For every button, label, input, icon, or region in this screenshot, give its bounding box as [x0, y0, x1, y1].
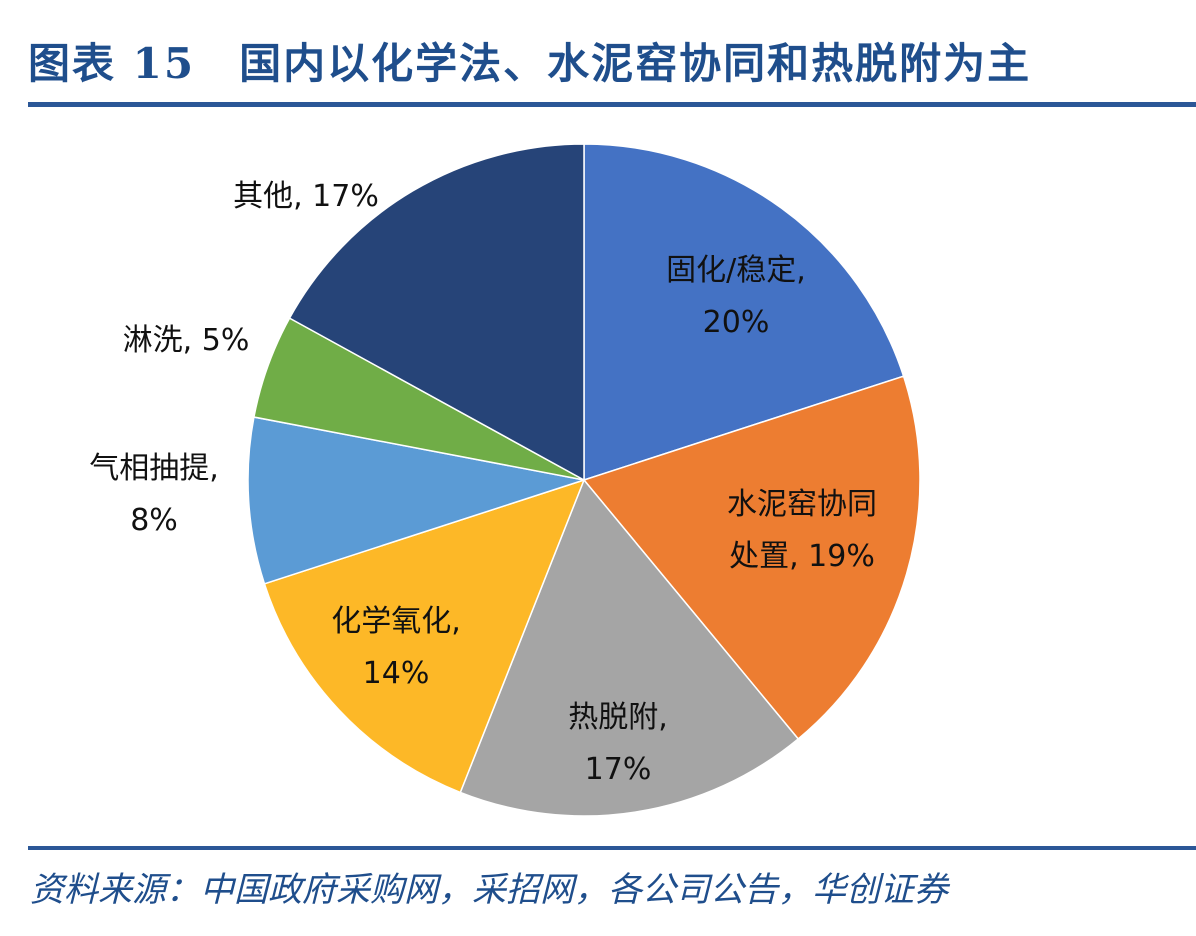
slice-label: 其他, 17% — [233, 179, 379, 214]
slice-label: 热脱附, 17% — [568, 700, 668, 787]
pie-slice — [288, 143, 585, 482]
pie-slice — [459, 478, 800, 817]
slice-label: 淋洗, 5% — [123, 323, 250, 358]
title-divider — [28, 102, 1196, 107]
source-divider — [28, 846, 1196, 850]
pie-slice — [582, 375, 921, 740]
pie-slice — [247, 416, 585, 585]
slice-label: 气相抽提, 8% — [89, 451, 219, 538]
figure-title: 图表 15 国内以化学法、水泥窑协同和热脱附为主 — [28, 39, 1032, 88]
pie-slice — [583, 143, 905, 482]
slice-label: 化学氧化, 14% — [331, 604, 461, 691]
slice-label: 水泥窑协同处置, 19% — [727, 487, 877, 574]
slice-label: 固化/稳定, 20% — [666, 253, 806, 340]
figure-source: 资料来源：中国政府采购网，采招网，各公司公告，华创证券 — [30, 870, 948, 910]
